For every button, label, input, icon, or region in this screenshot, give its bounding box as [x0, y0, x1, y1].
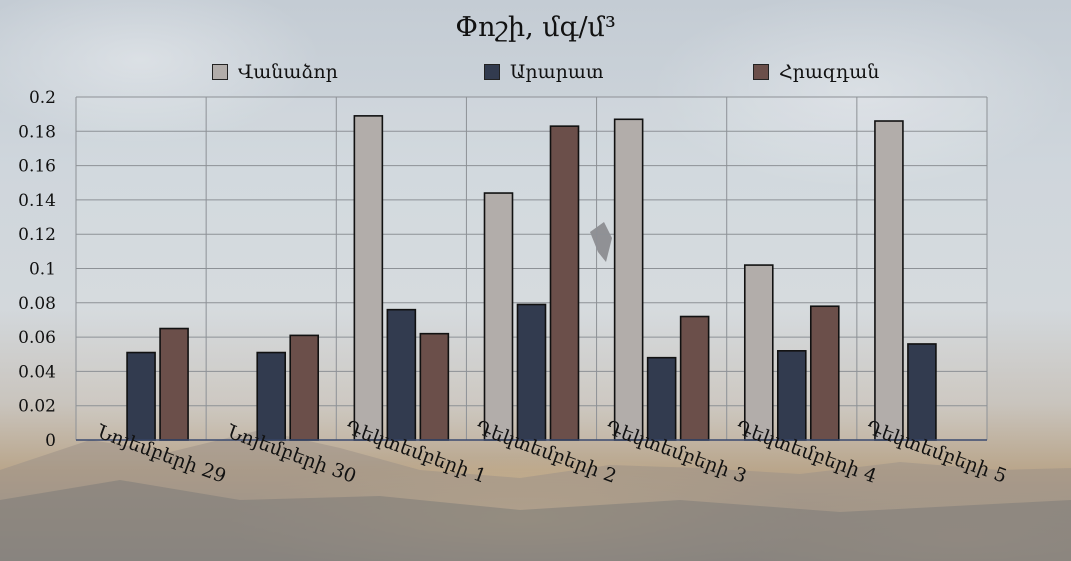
- legend-swatch-vanadzor: [212, 64, 228, 80]
- legend-item-hrazdan: Հրազդան: [753, 60, 879, 84]
- legend-label-ararat: Արարատ: [510, 61, 604, 83]
- bar: [743, 264, 774, 441]
- legend-item-ararat: Արարատ: [484, 60, 604, 84]
- bar: [549, 125, 580, 441]
- legend-swatch-hrazdan: [753, 64, 769, 80]
- y-tick-label: 0.04: [18, 362, 56, 382]
- bar: [776, 350, 807, 441]
- bar: [613, 118, 644, 441]
- bar: [516, 303, 547, 441]
- y-tick-label: 0.06: [18, 328, 56, 348]
- bar: [353, 115, 384, 441]
- bar: [386, 308, 417, 441]
- bar: [256, 351, 287, 441]
- y-tick-label: 0.14: [18, 191, 56, 211]
- bar: [126, 351, 156, 441]
- bar: [679, 315, 710, 441]
- legend-label-vanadzor: Վանաձոր: [238, 61, 338, 83]
- bar: [159, 327, 189, 441]
- chart-title: Փոշի, մգ/մ³: [455, 12, 616, 43]
- y-tick-label: 0.02: [18, 397, 56, 417]
- bar: [809, 305, 840, 441]
- bar: [646, 356, 677, 441]
- bar: [907, 343, 937, 441]
- bar: [419, 332, 450, 441]
- y-tick-label: 0.1: [29, 260, 56, 280]
- y-tick-label: 0.12: [18, 225, 56, 245]
- y-tick-label: 0.18: [18, 122, 56, 142]
- bar: [483, 192, 514, 441]
- bar: [874, 120, 904, 441]
- y-tick-label: 0.08: [18, 294, 56, 314]
- legend-item-vanadzor: Վանաձոր: [212, 60, 338, 84]
- bar: [289, 334, 320, 441]
- legend-label-hrazdan: Հրազդան: [779, 61, 880, 83]
- y-tick-label: 0.2: [29, 88, 56, 108]
- legend-swatch-ararat: [484, 64, 500, 80]
- y-tick-label: 0.16: [18, 157, 56, 177]
- bird-silhouette: [590, 222, 612, 262]
- y-tick-label: 0: [45, 431, 56, 451]
